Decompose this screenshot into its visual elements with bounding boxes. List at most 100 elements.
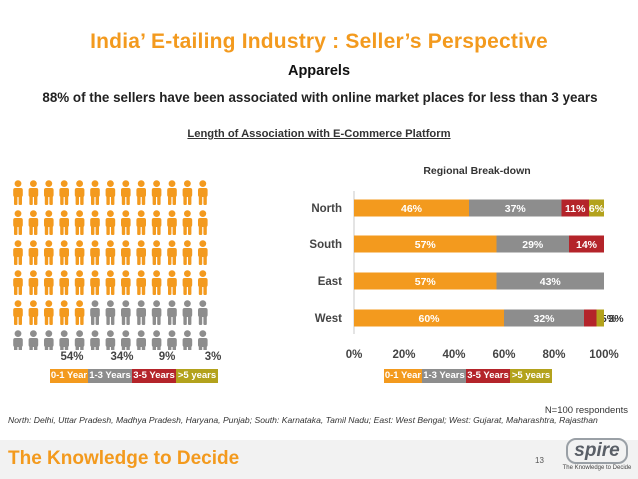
person-icon-1-3-years bbox=[90, 300, 100, 325]
person-icon-0-1-year bbox=[28, 210, 39, 235]
person-icon-0-1-year bbox=[13, 210, 23, 235]
logo-tagline: The Knowledge to Decide bbox=[562, 465, 632, 471]
spire-logo: spire The Knowledge to Decide bbox=[562, 438, 632, 476]
person-icon-0-1-year bbox=[90, 240, 100, 265]
bar-value-label: 5% bbox=[601, 313, 617, 325]
person-icon-0-1-year bbox=[182, 270, 193, 295]
person-icon-0-1-year bbox=[151, 180, 162, 205]
person-icon-1-3-years bbox=[28, 330, 39, 350]
bar-chart-legend: 0-1 Year 1-3 Years 3-5 Years >5 years bbox=[384, 369, 552, 383]
bar-value-label: 37% bbox=[505, 203, 527, 215]
person-icon-0-1-year bbox=[136, 180, 146, 205]
person-icon-0-1-year bbox=[167, 270, 177, 295]
person-icon-0-1-year bbox=[44, 300, 54, 325]
person-icon-1-3-years bbox=[198, 330, 208, 350]
person-icon-0-1-year bbox=[105, 180, 116, 205]
bar-value-label: 57% bbox=[415, 276, 437, 288]
person-icon-0-1-year bbox=[13, 270, 23, 295]
bar-value-label: 57% bbox=[415, 239, 437, 251]
person-icon-1-3-years bbox=[121, 300, 131, 325]
pictograph-pct-1-3-years: 34% bbox=[110, 351, 134, 363]
bar-segment-north-0 bbox=[354, 199, 469, 217]
bar-value-label: 14% bbox=[576, 239, 598, 251]
bar-legend-item-1-3-years: 1-3 Years bbox=[422, 369, 466, 383]
bar-value-label: 6% bbox=[589, 203, 605, 215]
region-definition-note: North: Delhi, Uttar Pradesh, Madhya Prad… bbox=[8, 415, 598, 425]
regional-breakdown-chart: Regional Break-down 0% 20% 40% 60% 80% 100% Nor… bbox=[309, 165, 624, 361]
person-icon-0-1-year bbox=[105, 270, 116, 295]
person-icon-0-1-year bbox=[182, 240, 193, 265]
person-icon-0-1-year bbox=[151, 240, 162, 265]
person-icon-0-1-year bbox=[121, 240, 131, 265]
person-icon-1-3-years bbox=[136, 300, 146, 325]
bar-segment-west-3 bbox=[596, 309, 604, 327]
bar-segment-north-2 bbox=[561, 199, 589, 217]
bar-value-label: 32% bbox=[533, 313, 555, 325]
bar-segment-south-1 bbox=[496, 235, 569, 253]
bar-value-label: 3% bbox=[608, 313, 624, 325]
person-icon-1-3-years bbox=[13, 330, 23, 350]
page-subtitle: Apparels bbox=[287, 63, 351, 79]
logo-wordmark: spire bbox=[566, 438, 628, 464]
x-tick-label: 80% bbox=[542, 349, 565, 361]
person-icon-0-1-year bbox=[59, 210, 69, 235]
person-icon-0-1-year bbox=[13, 300, 23, 325]
person-icon-0-1-year bbox=[13, 240, 23, 265]
bar-value-label: 60% bbox=[418, 313, 440, 325]
legend-item-1-3-years: 1-3 Years bbox=[88, 369, 132, 383]
person-icon-0-1-year bbox=[59, 180, 69, 205]
person-icon-0-1-year bbox=[90, 180, 100, 205]
legend-item-0-1-year: 0-1 Year bbox=[50, 369, 88, 383]
person-icon-1-3-years bbox=[182, 330, 193, 350]
person-icon-1-3-years bbox=[198, 300, 208, 325]
x-tick-label: 60% bbox=[492, 349, 515, 361]
bar-segment-west-0 bbox=[354, 309, 504, 327]
person-icon-1-3-years bbox=[105, 330, 116, 350]
bar-segment-east-0 bbox=[354, 272, 497, 290]
person-icon-1-3-years bbox=[59, 330, 69, 350]
person-icon-0-1-year bbox=[136, 240, 146, 265]
person-icon-0-1-year bbox=[167, 210, 177, 235]
region-label-south: South bbox=[309, 239, 342, 251]
person-icon-0-1-year bbox=[74, 210, 85, 235]
person-icon-0-1-year bbox=[28, 270, 39, 295]
person-icon-0-1-year bbox=[105, 210, 116, 235]
person-icon-0-1-year bbox=[74, 270, 85, 295]
person-icon-0-1-year bbox=[74, 240, 85, 265]
bar-segment-west-1 bbox=[504, 309, 584, 327]
footer-tagline: The Knowledge to Decide bbox=[8, 448, 240, 469]
bar-value-label: 11% bbox=[565, 203, 586, 215]
person-icon-1-3-years bbox=[151, 330, 162, 350]
person-icon-0-1-year bbox=[28, 240, 39, 265]
person-icon-0-1-year bbox=[74, 300, 85, 325]
bar-value-label: 46% bbox=[401, 203, 423, 215]
chart-heading: Length of Association with E-Commerce Pl… bbox=[187, 128, 451, 140]
person-icon-0-1-year bbox=[28, 300, 39, 325]
person-icon-0-1-year bbox=[167, 180, 177, 205]
person-icon-0-1-year bbox=[28, 180, 39, 205]
respondents-note: N=100 respondents bbox=[544, 405, 628, 416]
person-icon-0-1-year bbox=[167, 240, 177, 265]
page-number: 13 bbox=[535, 456, 544, 465]
person-icon-0-1-year bbox=[59, 240, 69, 265]
person-icon-0-1-year bbox=[13, 180, 23, 205]
person-icon-0-1-year bbox=[74, 180, 85, 205]
person-icon-0-1-year bbox=[44, 240, 54, 265]
person-icon-0-1-year bbox=[136, 270, 146, 295]
bar-value-label: 29% bbox=[522, 239, 544, 251]
bar-chart-title: Regional Break-down bbox=[423, 165, 530, 177]
person-icon-1-3-years bbox=[182, 300, 193, 325]
bar-segment-south-2 bbox=[569, 235, 604, 253]
pictograph-pct-3-5-years: 9% bbox=[158, 351, 176, 363]
legend-item-3-5-years: 3-5 Years bbox=[132, 369, 176, 383]
person-icon-0-1-year bbox=[151, 270, 162, 295]
person-icon-0-1-year bbox=[90, 210, 100, 235]
bar-legend-item-3-5-years: 3-5 Years bbox=[466, 369, 510, 383]
bar-segment-north-1 bbox=[469, 199, 562, 217]
pictograph-pct-0-1-year: 54% bbox=[60, 351, 84, 363]
x-tick-label: 100% bbox=[589, 349, 618, 361]
person-icon-0-1-year bbox=[105, 240, 116, 265]
person-icon-1-3-years bbox=[44, 330, 54, 350]
person-icon-1-3-years bbox=[136, 330, 146, 350]
key-finding: 88% of the sellers have been associated … bbox=[42, 90, 598, 105]
